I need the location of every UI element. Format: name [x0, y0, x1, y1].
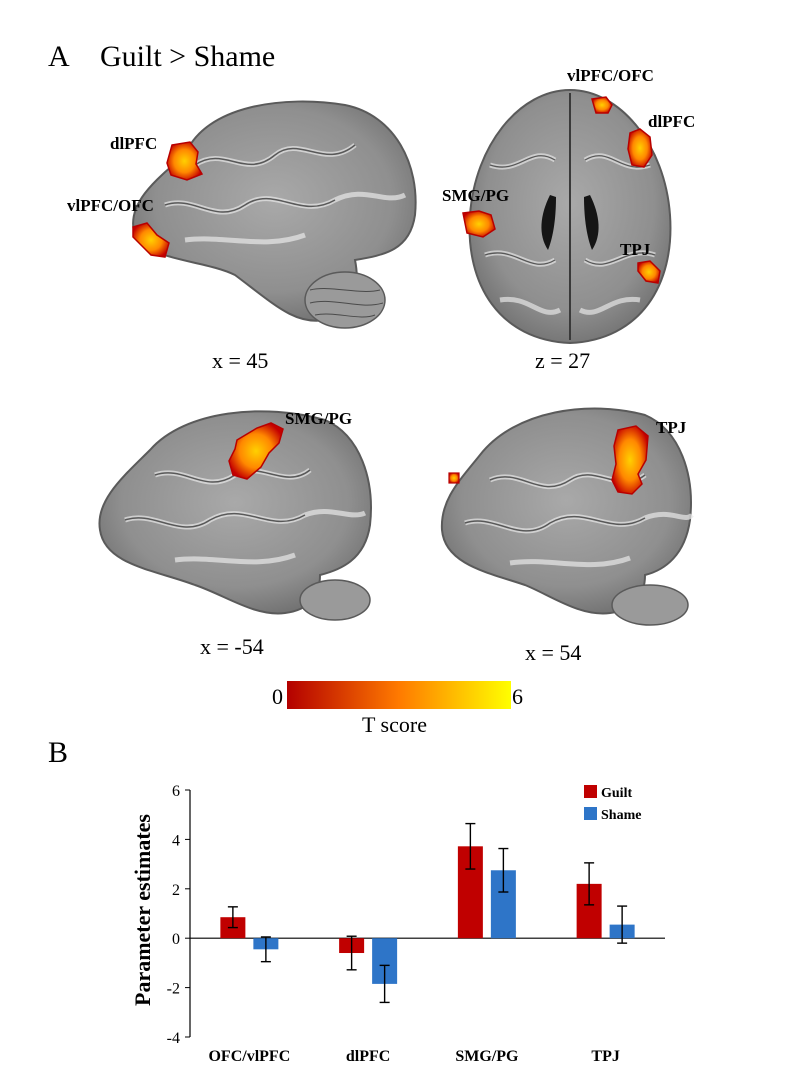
label-dlpfc: dlPFC: [110, 134, 158, 153]
y-tick-label: 0: [172, 931, 180, 948]
y-tick-label: 4: [172, 832, 180, 849]
right-ventricle: [584, 195, 599, 250]
label-tpj-axial: TPJ: [620, 240, 651, 259]
activation-blob-vlpfc: [132, 222, 170, 258]
brain-slice-sagittal-right-lateral: [440, 407, 694, 626]
brain-slice-sagittal-right: [132, 100, 417, 329]
panel-b-letter: B: [48, 736, 69, 769]
activation-blob-dlpfc-axial: [627, 128, 653, 168]
label-vlpfc-ofc-axial: vlPFC/OFC: [567, 66, 654, 85]
x-category-label: OFC/vlPFC: [208, 1048, 290, 1065]
activation-blob-dlpfc: [166, 141, 204, 181]
slice-coord-x54: x = 54: [525, 640, 582, 665]
y-tick-label: -4: [167, 1030, 180, 1047]
activation-blob-vlpfc-axial: [591, 96, 613, 114]
panel-a-title: Guilt > Shame: [100, 40, 276, 73]
label-vlpfc-ofc: vlPFC/OFC: [67, 196, 154, 215]
x-category-label: SMG/PG: [455, 1048, 519, 1065]
legend-swatch-shame: [584, 807, 597, 820]
activation-blob-small: [448, 472, 460, 484]
brain-slice-axial: [462, 88, 672, 345]
panel-a-letter: A: [48, 40, 70, 73]
slice-coord-x45: x = 45: [212, 348, 269, 373]
y-tick-label: -2: [167, 981, 180, 998]
label-smg-pg-axial: SMG/PG: [442, 186, 510, 205]
x-category-label: TPJ: [591, 1048, 619, 1065]
activation-blob-tpj-axial: [637, 260, 661, 284]
bar-chart: Parameter estimates -4 -2 0 2 4 6 OFC/vlPFC dlP…: [130, 783, 665, 1065]
colorbar-max-label: 6: [512, 684, 523, 709]
colorbar-min-label: 0: [272, 684, 283, 709]
colorbar-title: T score: [362, 712, 427, 737]
colorbar: [287, 681, 511, 709]
y-tick-label: 2: [172, 882, 180, 899]
y-tick-label: 6: [172, 783, 180, 800]
activation-blob-smg: [228, 422, 284, 480]
legend-label-shame: Shame: [601, 808, 641, 823]
slice-coord-x-54: x = -54: [200, 634, 264, 659]
cerebellum-shape: [304, 271, 386, 329]
y-axis-label: Parameter estimates: [130, 814, 155, 1006]
label-dlpfc-axial: dlPFC: [648, 112, 696, 131]
label-smg-pg: SMG/PG: [285, 409, 353, 428]
label-tpj: TPJ: [656, 418, 687, 437]
activation-blob-tpj: [611, 425, 649, 495]
activation-blob-smg-axial: [462, 210, 496, 238]
slice-coord-z27: z = 27: [535, 348, 591, 373]
x-category-label: dlPFC: [346, 1048, 390, 1065]
left-ventricle: [541, 195, 556, 250]
brain-slice-sagittal-left: [98, 410, 372, 621]
legend-label-guilt: Guilt: [601, 786, 632, 801]
legend-swatch-guilt: [584, 785, 597, 798]
